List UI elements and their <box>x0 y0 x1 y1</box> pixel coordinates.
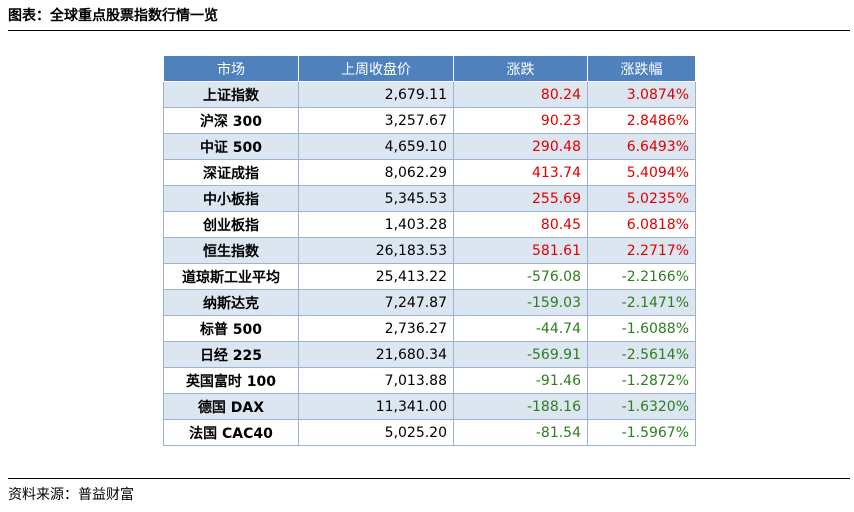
table-row: 恒生指数 26,183.53 581.61 2.2717% <box>163 237 696 264</box>
change-pct-cell: 6.6493% <box>587 133 696 160</box>
market-name-cell: 法国 CAC40 <box>163 419 299 446</box>
table-row: 英国富时 100 7,013.88 -91.46 -1.2872% <box>163 367 696 394</box>
market-name-cell: 日经 225 <box>163 341 299 368</box>
close-price-cell: 3,257.67 <box>298 107 454 134</box>
table-row: 中小板指 5,345.53 255.69 5.0235% <box>163 185 696 212</box>
market-name-cell: 上证指数 <box>163 81 299 108</box>
close-price-cell: 2,736.27 <box>298 315 454 342</box>
change-pct-cell: -2.5614% <box>587 341 696 368</box>
market-name-cell: 德国 DAX <box>163 393 299 420</box>
change-pct-cell: 5.4094% <box>587 159 696 186</box>
change-pct-cell: -1.6320% <box>587 393 696 420</box>
close-price-cell: 4,659.10 <box>298 133 454 160</box>
index-quotes-table: 市场 上周收盘价 涨跌 涨跌幅 上证指数 2,679.11 80.24 3.0874%… <box>163 55 696 446</box>
close-price-cell: 5,345.53 <box>298 185 454 212</box>
header-change: 涨跌 <box>453 55 588 82</box>
table-row: 日经 225 21,680.34 -569.91 -2.5614% <box>163 341 696 368</box>
market-name-cell: 英国富时 100 <box>163 367 299 394</box>
header-market: 市场 <box>163 55 299 82</box>
table-row: 沪深 300 3,257.67 90.23 2.8486% <box>163 107 696 134</box>
change-pct-cell: -1.2872% <box>587 367 696 394</box>
change-pct-cell: 5.0235% <box>587 185 696 212</box>
table-header-row: 市场 上周收盘价 涨跌 涨跌幅 <box>163 55 696 82</box>
change-cell: 90.23 <box>453 107 588 134</box>
source-note: 资料来源：普益财富 <box>8 487 134 503</box>
change-cell: -576.08 <box>453 263 588 290</box>
market-name-cell: 中证 500 <box>163 133 299 160</box>
close-price-cell: 26,183.53 <box>298 237 454 264</box>
change-pct-cell: 2.2717% <box>587 237 696 264</box>
change-cell: 80.24 <box>453 81 588 108</box>
figure-title: 图表：全球重点股票指数行情一览 <box>8 8 218 24</box>
table-row: 中证 500 4,659.10 290.48 6.6493% <box>163 133 696 160</box>
change-cell: -569.91 <box>453 341 588 368</box>
header-close: 上周收盘价 <box>298 55 454 82</box>
change-cell: 80.45 <box>453 211 588 238</box>
change-pct-cell: 3.0874% <box>587 81 696 108</box>
close-price-cell: 8,062.29 <box>298 159 454 186</box>
change-pct-cell: 2.8486% <box>587 107 696 134</box>
close-price-cell: 21,680.34 <box>298 341 454 368</box>
change-pct-cell: -2.1471% <box>587 289 696 316</box>
table-row: 深证成指 8,062.29 413.74 5.4094% <box>163 159 696 186</box>
market-name-cell: 创业板指 <box>163 211 299 238</box>
market-name-cell: 深证成指 <box>163 159 299 186</box>
change-cell: 290.48 <box>453 133 588 160</box>
market-name-cell: 中小板指 <box>163 185 299 212</box>
market-name-cell: 纳斯达克 <box>163 289 299 316</box>
source-divider <box>8 478 850 479</box>
close-price-cell: 5,025.20 <box>298 419 454 446</box>
header-change-pct: 涨跌幅 <box>587 55 696 82</box>
change-pct-cell: 6.0818% <box>587 211 696 238</box>
title-divider <box>8 30 850 31</box>
table-row: 标普 500 2,736.27 -44.74 -1.6088% <box>163 315 696 342</box>
market-name-cell: 标普 500 <box>163 315 299 342</box>
table-row: 德国 DAX 11,341.00 -188.16 -1.6320% <box>163 393 696 420</box>
close-price-cell: 11,341.00 <box>298 393 454 420</box>
change-cell: -188.16 <box>453 393 588 420</box>
change-cell: -81.54 <box>453 419 588 446</box>
change-cell: -159.03 <box>453 289 588 316</box>
change-pct-cell: -1.6088% <box>587 315 696 342</box>
close-price-cell: 25,413.22 <box>298 263 454 290</box>
close-price-cell: 2,679.11 <box>298 81 454 108</box>
close-price-cell: 7,247.87 <box>298 289 454 316</box>
table-row: 法国 CAC40 5,025.20 -81.54 -1.5967% <box>163 419 696 446</box>
change-cell: 581.61 <box>453 237 588 264</box>
change-pct-cell: -2.2166% <box>587 263 696 290</box>
table-row: 道琼斯工业平均 25,413.22 -576.08 -2.2166% <box>163 263 696 290</box>
change-cell: 255.69 <box>453 185 588 212</box>
market-name-cell: 恒生指数 <box>163 237 299 264</box>
change-cell: -44.74 <box>453 315 588 342</box>
market-name-cell: 道琼斯工业平均 <box>163 263 299 290</box>
table-row: 上证指数 2,679.11 80.24 3.0874% <box>163 81 696 108</box>
change-cell: 413.74 <box>453 159 588 186</box>
table-row: 创业板指 1,403.28 80.45 6.0818% <box>163 211 696 238</box>
change-cell: -91.46 <box>453 367 588 394</box>
table-row: 纳斯达克 7,247.87 -159.03 -2.1471% <box>163 289 696 316</box>
change-pct-cell: -1.5967% <box>587 419 696 446</box>
market-name-cell: 沪深 300 <box>163 107 299 134</box>
close-price-cell: 1,403.28 <box>298 211 454 238</box>
close-price-cell: 7,013.88 <box>298 367 454 394</box>
